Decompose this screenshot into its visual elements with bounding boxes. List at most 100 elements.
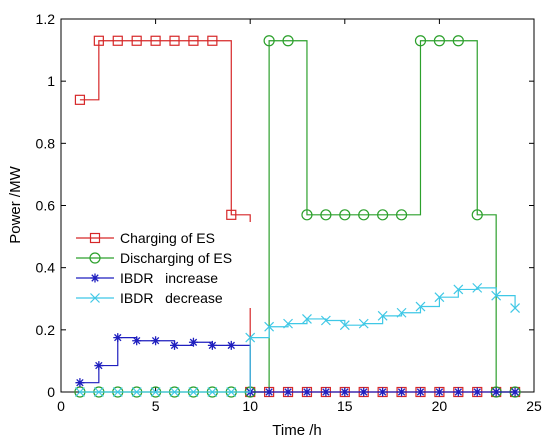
data-point bbox=[339, 320, 350, 331]
data-point bbox=[452, 35, 464, 47]
data-point bbox=[414, 35, 427, 47]
data-point bbox=[302, 387, 312, 397]
data-point bbox=[491, 290, 502, 301]
data-point bbox=[93, 35, 104, 46]
data-point bbox=[415, 387, 425, 397]
x-tick-label: 25 bbox=[526, 398, 542, 414]
data-point bbox=[434, 387, 444, 397]
data-point bbox=[433, 35, 445, 47]
data-point bbox=[434, 292, 445, 303]
data-point bbox=[302, 314, 312, 324]
data-point bbox=[283, 387, 293, 397]
data-point bbox=[75, 378, 85, 388]
series-4 bbox=[74, 282, 521, 397]
data-point bbox=[226, 340, 236, 350]
data-point bbox=[132, 336, 142, 346]
data-point bbox=[74, 387, 85, 397]
data-point bbox=[378, 387, 388, 397]
data-point bbox=[207, 387, 218, 397]
data-point bbox=[74, 94, 86, 105]
data-point bbox=[169, 35, 180, 46]
plot-area bbox=[60, 18, 535, 393]
data-point bbox=[472, 282, 483, 293]
data-point bbox=[358, 209, 370, 221]
data-point bbox=[359, 387, 369, 397]
data-point bbox=[453, 284, 464, 295]
data-point bbox=[188, 337, 198, 347]
data-point bbox=[340, 387, 350, 397]
y-axis-label: Power /MW bbox=[7, 165, 24, 243]
x-tick-label: 10 bbox=[242, 398, 258, 414]
x-tick-label: 5 bbox=[152, 398, 160, 414]
y-tick-label: 0 bbox=[47, 384, 55, 400]
y-tick-label: 0.8 bbox=[36, 135, 56, 151]
data-point bbox=[113, 333, 123, 343]
legend-marker bbox=[89, 232, 101, 244]
data-point bbox=[282, 35, 294, 47]
x-tick-label: 20 bbox=[432, 398, 448, 414]
data-point bbox=[471, 209, 483, 221]
data-point bbox=[320, 315, 331, 326]
data-point bbox=[150, 35, 161, 46]
data-point bbox=[377, 209, 389, 221]
x-tick-label: 15 bbox=[337, 398, 353, 414]
legend-marker bbox=[90, 273, 100, 283]
legend-label: IBDR decrease bbox=[120, 290, 223, 306]
data-point bbox=[188, 387, 199, 397]
data-point bbox=[472, 387, 482, 397]
data-point bbox=[245, 332, 256, 343]
data-point bbox=[283, 318, 293, 329]
data-point bbox=[453, 387, 463, 397]
x-axis-label: Time /h bbox=[272, 422, 321, 439]
legend-box bbox=[70, 222, 260, 308]
data-point bbox=[264, 321, 275, 332]
legend-marker bbox=[89, 252, 101, 264]
data-point bbox=[395, 209, 408, 221]
data-point bbox=[188, 35, 199, 46]
legend-label: Charging of ES bbox=[120, 230, 215, 246]
legend-label: IBDR increase bbox=[120, 270, 218, 286]
legend-label: Discharging of ES bbox=[120, 250, 232, 266]
data-point bbox=[510, 387, 520, 397]
series-layer bbox=[74, 35, 521, 398]
y-tick-label: 0.2 bbox=[36, 322, 56, 338]
data-point bbox=[94, 361, 104, 371]
data-point bbox=[321, 387, 331, 397]
data-point bbox=[93, 387, 104, 397]
data-point bbox=[207, 340, 217, 350]
data-point bbox=[207, 35, 218, 46]
data-point bbox=[264, 387, 274, 397]
data-point bbox=[170, 340, 180, 350]
data-point bbox=[320, 209, 332, 221]
legend-marker bbox=[90, 293, 100, 303]
legend: Charging of ES Discharging of ES IBDR incr… bbox=[70, 222, 260, 308]
data-point bbox=[112, 35, 123, 46]
data-point bbox=[510, 303, 521, 313]
data-point bbox=[377, 310, 388, 321]
data-point bbox=[112, 387, 123, 397]
data-point bbox=[415, 301, 426, 312]
data-point bbox=[301, 209, 313, 221]
data-point bbox=[339, 209, 351, 221]
x-tick-label: 0 bbox=[57, 398, 65, 414]
data-point bbox=[358, 318, 369, 329]
data-point bbox=[226, 387, 237, 397]
data-point bbox=[397, 387, 407, 397]
data-point bbox=[226, 209, 237, 220]
y-axis-ticks: 0 0.2 0.4 0.6 0.8 1 1.2 bbox=[36, 11, 534, 400]
data-point bbox=[131, 387, 142, 397]
y-tick-label: 1 bbox=[47, 73, 55, 89]
data-point bbox=[263, 35, 275, 47]
series-line bbox=[79, 287, 516, 393]
data-point bbox=[131, 35, 142, 46]
y-tick-label: 0.6 bbox=[36, 198, 56, 214]
data-point bbox=[169, 387, 180, 397]
y-tick-label: 1.2 bbox=[36, 11, 56, 27]
data-point bbox=[491, 387, 501, 397]
data-point bbox=[396, 307, 407, 318]
x-axis-ticks: 0 5 10 15 20 25 bbox=[57, 19, 542, 414]
y-tick-label: 0.4 bbox=[36, 260, 56, 276]
data-point bbox=[151, 336, 161, 346]
data-point bbox=[150, 387, 161, 397]
